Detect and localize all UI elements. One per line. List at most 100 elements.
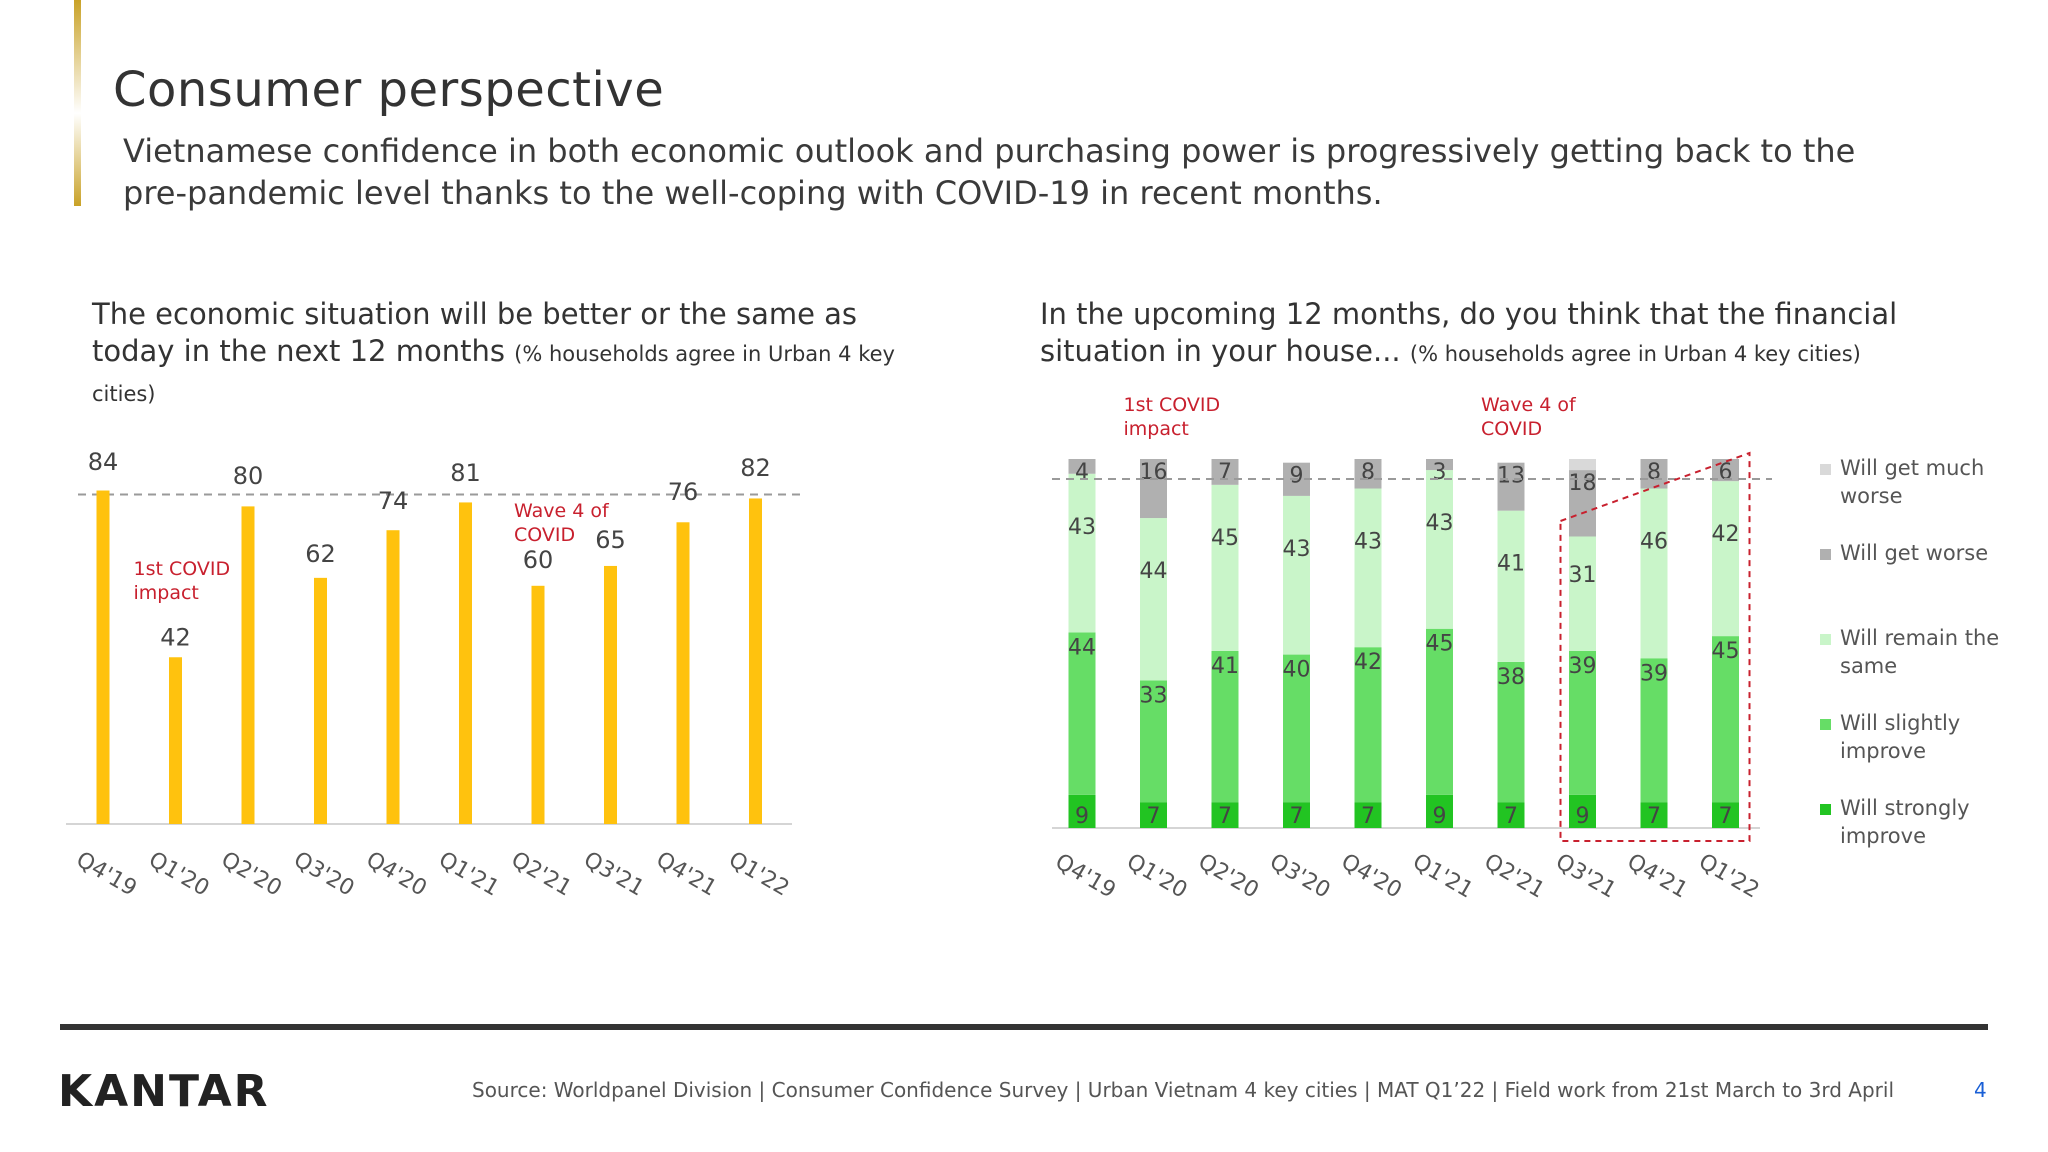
segment-will-strongly-improve-q1-21 bbox=[1426, 794, 1453, 828]
segment-value-label: 9 bbox=[1290, 464, 1304, 489]
segment-will-get-worse-q4-20 bbox=[1354, 459, 1382, 489]
segment-will-slightly-improve-q1-22 bbox=[1712, 636, 1739, 803]
segment-value-label: 18 bbox=[1569, 471, 1597, 496]
bar-q2-20 bbox=[241, 506, 255, 824]
segment-value-label: 46 bbox=[1640, 530, 1668, 555]
footer-divider bbox=[60, 1024, 1988, 1030]
bar-q3-21 bbox=[604, 565, 617, 824]
bar-q4-19 bbox=[96, 490, 110, 824]
annotation-covid-impact: 1st COVID impact bbox=[134, 558, 231, 604]
bar-value-label: 81 bbox=[450, 459, 481, 487]
segment-value-label: 8 bbox=[1361, 460, 1375, 485]
left-chart-heading: The economic situation will be better or… bbox=[92, 296, 912, 413]
segment-will-slightly-improve-q3-20 bbox=[1283, 654, 1310, 803]
legend-swatch bbox=[1820, 804, 1831, 815]
x-tick-label: Q1'20 bbox=[1122, 849, 1191, 903]
segment-value-label: 13 bbox=[1497, 464, 1525, 489]
segment-value-label: 7 bbox=[1361, 804, 1375, 829]
segment-will-get-worse-q2-21 bbox=[1497, 462, 1525, 511]
x-tick-label: Q3'20 bbox=[1265, 849, 1334, 903]
segment-value-label: 45 bbox=[1426, 632, 1454, 657]
segment-value-label: 33 bbox=[1140, 683, 1168, 708]
segment-value-label: 7 bbox=[1719, 804, 1733, 829]
x-tick-label: Q2'20 bbox=[1194, 849, 1263, 903]
segment-will-get-worse-q3-21 bbox=[1569, 470, 1596, 537]
segment-will-get-worse-q1-21 bbox=[1426, 459, 1453, 471]
x-tick-label: Q4'20 bbox=[1337, 849, 1406, 903]
segment-value-label: 45 bbox=[1211, 526, 1239, 551]
segment-value-label: 4 bbox=[1075, 460, 1089, 485]
segment-will-remain-the-same-q3-20 bbox=[1283, 495, 1310, 655]
segment-value-label: 44 bbox=[1140, 559, 1168, 584]
segment-value-label: 9 bbox=[1576, 804, 1590, 829]
segment-will-remain-the-same-q4-20 bbox=[1354, 488, 1382, 648]
bar-value-label: 62 bbox=[305, 540, 336, 568]
x-tick-label: Q4'19 bbox=[1051, 849, 1120, 903]
legend-item-will-slightly-improve: Will slightly improve bbox=[1820, 709, 2030, 794]
segment-value-label: 3 bbox=[1433, 460, 1447, 485]
right-chart-heading-main: In the upcoming 12 months, do you think … bbox=[1040, 297, 1898, 368]
bar-value-label: 82 bbox=[740, 454, 771, 482]
segment-will-slightly-improve-q3-21 bbox=[1569, 650, 1596, 795]
segment-will-slightly-improve-q4-19 bbox=[1068, 632, 1096, 795]
segment-value-label: 16 bbox=[1140, 460, 1168, 485]
segment-will-strongly-improve-q3-20 bbox=[1283, 802, 1310, 828]
bar-q4-20 bbox=[386, 530, 400, 824]
bar-value-label: 74 bbox=[378, 487, 409, 515]
bar-value-label: 80 bbox=[233, 462, 264, 490]
segment-will-strongly-improve-q4-20 bbox=[1354, 802, 1382, 828]
segment-will-slightly-improve-q2-21 bbox=[1497, 661, 1525, 803]
legend-label: Will get much worse bbox=[1840, 456, 1985, 508]
bar-value-label: 60 bbox=[523, 546, 554, 574]
segment-will-slightly-improve-q4-21 bbox=[1640, 658, 1668, 803]
bar-q3-20 bbox=[314, 577, 327, 824]
segment-will-slightly-improve-q1-20 bbox=[1140, 680, 1167, 803]
source-note: Source: Worldpanel Division | Consumer C… bbox=[472, 1078, 1895, 1102]
segment-value-label: 42 bbox=[1712, 522, 1740, 547]
segment-value-label: 9 bbox=[1075, 804, 1089, 829]
legend-swatch bbox=[1820, 719, 1831, 730]
segment-value-label: 7 bbox=[1290, 804, 1304, 829]
segment-value-label: 40 bbox=[1283, 658, 1311, 683]
legend-item-will-get-much-worse: Will get much worse bbox=[1820, 454, 2030, 539]
segment-will-get-much-worse-q3-21 bbox=[1569, 459, 1596, 471]
segment-will-remain-the-same-q3-21 bbox=[1569, 536, 1596, 651]
segment-value-label: 39 bbox=[1640, 661, 1668, 686]
bar-value-label: 65 bbox=[595, 526, 626, 554]
page-title: Consumer perspective bbox=[113, 62, 665, 118]
legend-swatch bbox=[1820, 634, 1831, 645]
bar-value-label: 84 bbox=[88, 448, 119, 476]
legend-item-will-strongly-improve: Will strongly improve bbox=[1820, 794, 2030, 879]
annotation-line: impact bbox=[1124, 418, 1189, 440]
segment-will-remain-the-same-q1-22 bbox=[1712, 481, 1739, 637]
segment-will-remain-the-same-q1-21 bbox=[1426, 470, 1453, 629]
annotation-covid-impact: 1st COVID impact bbox=[1124, 394, 1221, 440]
segment-will-remain-the-same-q4-21 bbox=[1640, 488, 1668, 659]
kantar-logo: KANTAR bbox=[58, 1066, 270, 1117]
legend-swatch bbox=[1820, 464, 1831, 475]
segment-will-slightly-improve-q1-21 bbox=[1426, 628, 1453, 795]
annotation-line: COVID bbox=[514, 524, 575, 546]
segment-will-get-worse-q4-21 bbox=[1640, 459, 1668, 489]
segment-will-slightly-improve-q4-20 bbox=[1354, 647, 1382, 803]
legend-label: Will slightly improve bbox=[1840, 711, 1961, 763]
segment-value-label: 42 bbox=[1354, 650, 1382, 675]
segment-value-label: 39 bbox=[1569, 654, 1597, 679]
segment-will-strongly-improve-q1-20 bbox=[1140, 802, 1167, 828]
segment-will-remain-the-same-q2-20 bbox=[1211, 484, 1239, 651]
page-subtitle: Vietnamese confidence in both economic o… bbox=[123, 132, 1856, 212]
segment-will-get-worse-q4-19 bbox=[1068, 459, 1096, 474]
segment-value-label: 43 bbox=[1283, 537, 1311, 562]
segment-will-strongly-improve-q3-21 bbox=[1569, 794, 1596, 828]
segment-value-label: 44 bbox=[1068, 635, 1096, 660]
segment-will-strongly-improve-q2-21 bbox=[1497, 802, 1525, 828]
segment-will-get-worse-q2-20 bbox=[1211, 459, 1239, 485]
legend-item-will-remain-the-same: Will remain the same bbox=[1820, 624, 2030, 709]
segment-will-remain-the-same-q1-20 bbox=[1140, 518, 1167, 681]
segment-value-label: 7 bbox=[1147, 804, 1161, 829]
segment-will-remain-the-same-q2-21 bbox=[1497, 510, 1525, 662]
segment-value-label: 43 bbox=[1426, 511, 1454, 536]
segment-will-strongly-improve-q4-19 bbox=[1068, 794, 1096, 828]
segment-will-remain-the-same-q4-19 bbox=[1068, 473, 1096, 633]
